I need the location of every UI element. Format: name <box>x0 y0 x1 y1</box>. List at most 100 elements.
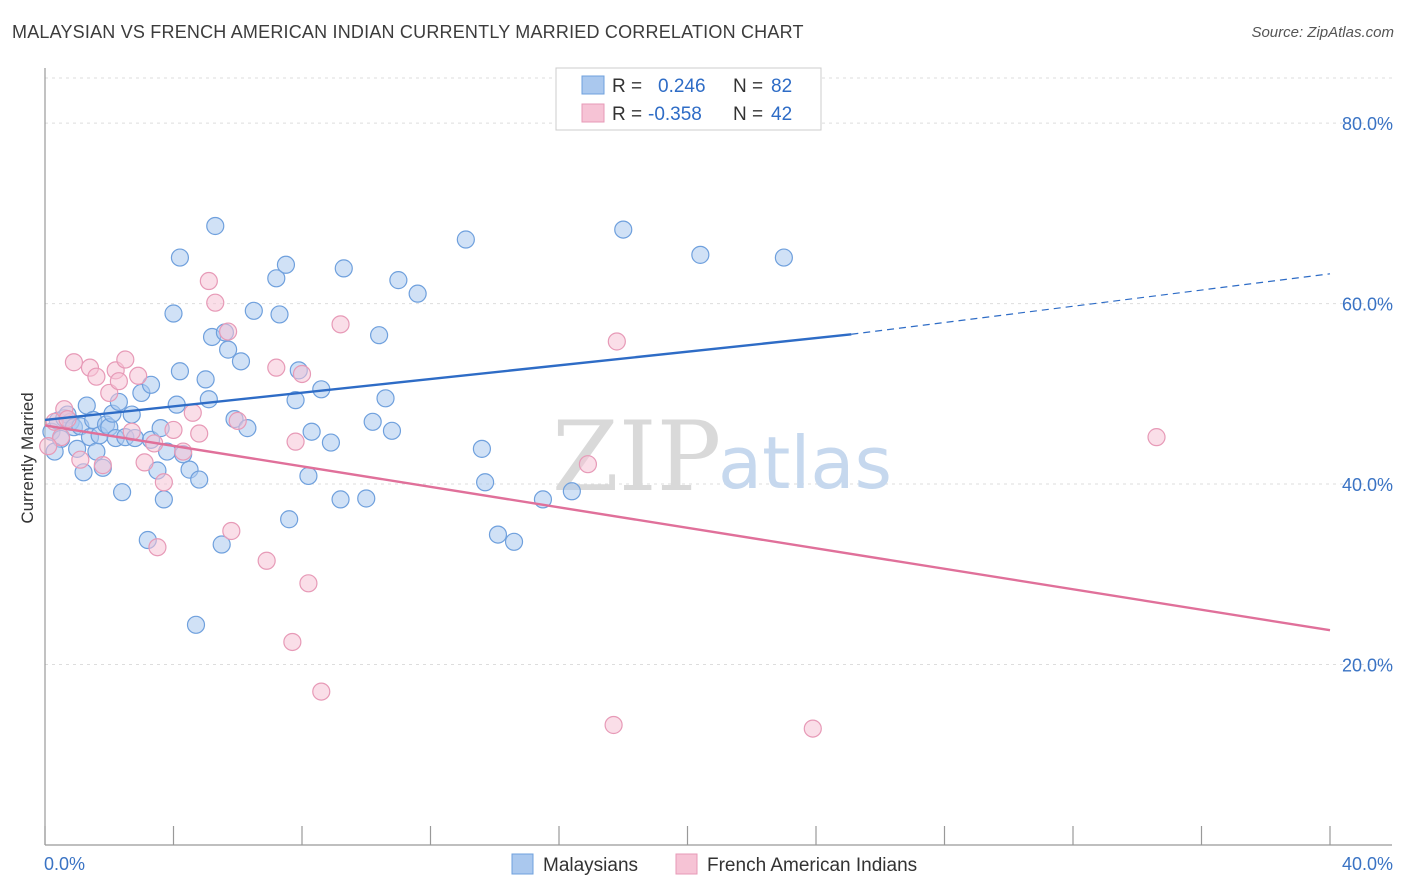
malaysian-point <box>276 255 296 274</box>
stats-r-value-1: 0.246 <box>658 76 706 97</box>
french-american-indian-point <box>206 293 225 312</box>
stats-n-value-2: 42 <box>771 104 792 125</box>
french-american-indian-point <box>116 350 135 369</box>
trend-lines <box>44 273 1331 632</box>
french-american-indian-point <box>578 455 598 474</box>
malaysian-point <box>170 248 190 267</box>
legend-label-french-american-indians: French American Indians <box>707 855 917 876</box>
malaysian-point <box>389 271 408 290</box>
malaysian-point <box>154 490 173 509</box>
legend-label-malaysians: Malaysians <box>543 855 638 876</box>
malaysian-point <box>357 489 376 508</box>
malaysian-point <box>286 391 305 410</box>
y-tick-label: 60.0% <box>1342 295 1393 315</box>
malaysian-point <box>408 284 427 303</box>
french-american-indian-point <box>100 383 119 403</box>
malaysian-point <box>206 216 225 236</box>
malaysian-point <box>231 352 251 371</box>
malaysian-point <box>456 230 475 249</box>
french-american-indian-point <box>190 424 209 443</box>
malaysian-point <box>562 482 581 501</box>
malaysian-point <box>196 370 215 389</box>
french-american-indian-point <box>129 366 148 385</box>
malaysian-point <box>122 405 141 424</box>
french-american-indian-point <box>267 358 286 377</box>
stats-n-label-2: N = <box>733 104 763 125</box>
stats-n-label-1: N = <box>733 76 763 97</box>
stats-r-label-2: R = <box>612 104 642 125</box>
malaysian-point <box>164 304 183 323</box>
french-american-indian-point <box>183 403 202 422</box>
malaysian-point <box>691 245 710 264</box>
french-american-indian-point <box>1147 428 1166 447</box>
legend-swatch-french-american-indians <box>675 853 698 875</box>
malaysian-point <box>476 473 495 492</box>
malaysian-point <box>302 422 321 441</box>
french-american-indian-point <box>39 437 58 456</box>
malaysian-point <box>614 220 633 239</box>
bottom-legend: Malaysians French American Indians <box>511 853 917 876</box>
x-axis-ticks <box>44 826 1331 845</box>
malaysian-point <box>321 433 341 452</box>
stats-swatch-french-american-indians <box>581 103 605 123</box>
french-american-indian-point <box>257 551 276 570</box>
french-american-indian-point <box>331 315 350 334</box>
french-american-indian-point <box>292 364 312 384</box>
french-american-indian-point <box>64 353 84 372</box>
malaysian-point <box>186 615 206 634</box>
malaysian-point <box>219 340 238 359</box>
french-american-indian-point <box>222 521 241 541</box>
malaysian-point <box>267 269 286 288</box>
legend-swatch-malaysians <box>511 853 534 875</box>
malaysian-point <box>112 483 132 502</box>
malaysian-point <box>504 532 524 551</box>
malaysian-point <box>472 439 491 458</box>
stats-r-label-1: R = <box>612 76 642 97</box>
french-american-indian-point <box>607 332 626 351</box>
y-tick-label: 80.0% <box>1342 114 1393 134</box>
malaysian-trend-extension <box>851 273 1331 335</box>
french-american-indian-point <box>154 473 173 492</box>
french-american-indian-point <box>164 420 183 440</box>
y-axis-tick-labels: 20.0% 40.0% 60.0% 80.0% <box>1342 114 1393 675</box>
axes <box>44 68 1392 846</box>
malaysian-point <box>199 390 218 409</box>
french-american-indian-point <box>312 682 331 701</box>
french-american-indian-point <box>803 719 822 738</box>
malaysian-point <box>212 535 231 554</box>
french-american-indian-point <box>219 322 238 341</box>
malaysian-point <box>382 421 402 440</box>
french-american-indian-point <box>228 411 247 430</box>
stats-n-value-1: 82 <box>771 76 792 97</box>
chart-title: MALAYSIAN VS FRENCH AMERICAN INDIAN CURR… <box>12 22 804 42</box>
french-american-indian-point <box>299 574 318 593</box>
malaysian-point <box>270 305 289 324</box>
malaysian-point <box>141 375 161 394</box>
x-tick-label-max: 40.0% <box>1342 854 1393 874</box>
stats-legend-box: R = 0.246 N = 82 R = -0.358 N = 42 <box>555 67 822 131</box>
malaysian-point <box>170 362 190 381</box>
malaysian-point <box>488 525 508 544</box>
watermark: ZIP atlas <box>552 401 892 513</box>
malaysian-point <box>334 259 353 278</box>
malaysian-trend-line <box>44 333 852 422</box>
malaysian-point <box>376 389 395 408</box>
french-american-indian-point <box>199 271 218 291</box>
malaysian-point <box>363 412 382 431</box>
source-credit: Source: ZipAtlas.com <box>1251 24 1394 41</box>
french-american-indian-point <box>283 632 302 652</box>
malaysian-point <box>244 301 263 320</box>
y-tick-label: 40.0% <box>1342 475 1393 495</box>
french-american-indian-point <box>93 456 112 475</box>
stats-swatch-malaysians <box>581 75 605 95</box>
watermark-atlas: atlas <box>718 421 892 505</box>
x-tick-label-min: 0.0% <box>44 854 85 874</box>
french-american-indian-point <box>286 432 305 451</box>
malaysian-point <box>331 490 350 509</box>
french-american-indian-point <box>604 715 623 735</box>
french-american-indian-point <box>135 453 154 472</box>
french-american-indian-trend-line <box>44 424 1331 632</box>
malaysian-point <box>774 248 793 267</box>
malaysian-point <box>190 470 209 489</box>
